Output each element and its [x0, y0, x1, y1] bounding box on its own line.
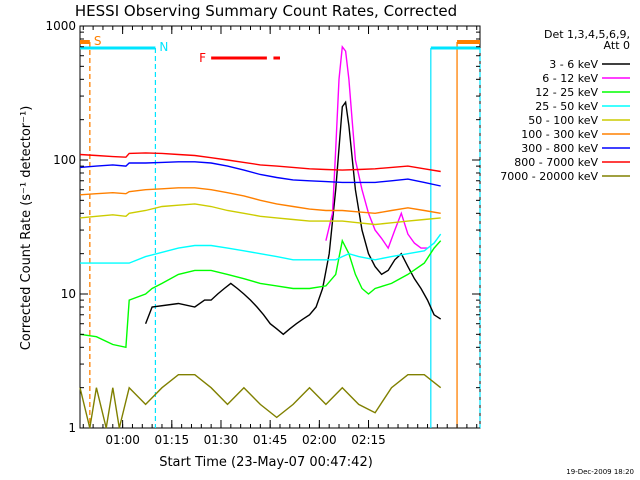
legend-label: 7000 - 20000 keV [500, 170, 598, 183]
annotation-layer: S N F [80, 34, 481, 428]
saa-label: S [94, 34, 102, 48]
series-line-6 [79, 161, 441, 187]
series-line-3 [80, 233, 442, 264]
x-axis-label: Start Time (23-May-07 00:47:42) [159, 455, 373, 470]
legend-header-line: Det 1,3,4,5,6,9, [544, 28, 630, 41]
flare-label: F [199, 51, 206, 65]
y-axis-label: Corrected Count Rate (s⁻¹ detector⁻¹) [19, 106, 34, 351]
x-tick-label: 01:00 [105, 433, 140, 447]
legend-label: 6 - 12 keV [542, 72, 598, 85]
series-line-5 [79, 187, 441, 215]
series-layer [79, 44, 442, 429]
night-label: N [159, 40, 168, 54]
x-tick-label: 02:15 [351, 433, 386, 447]
series-line-8 [79, 374, 442, 429]
chart-title: HESSI Observing Summary Count Rates, Cor… [75, 2, 457, 20]
series-line-2 [79, 238, 442, 349]
series-line-0 [144, 100, 442, 336]
legend-label: 100 - 300 keV [521, 128, 598, 141]
series-line-4 [79, 203, 441, 226]
legend-label: 12 - 25 keV [535, 86, 598, 99]
axes-layer: 1 10 100 1000 01:00 01:15 01:30 01:45 02:00 02:15 [45, 19, 480, 447]
legend-label: 25 - 50 keV [535, 100, 598, 113]
y-tick-label: 1000 [45, 19, 76, 33]
y-tick-label: 10 [61, 287, 76, 301]
plot-frame [79, 25, 481, 429]
x-tick-label: 02:00 [302, 433, 337, 447]
series-line-7 [79, 152, 441, 173]
legend-label: 300 - 800 keV [521, 142, 598, 155]
legend-label: 800 - 7000 keV [514, 156, 598, 169]
x-tick-label: 01:15 [155, 433, 190, 447]
y-tick-label: 100 [53, 153, 76, 167]
legend-header-line: Att 0 [604, 39, 630, 52]
render-timestamp: 19-Dec-2009 18:20 [566, 468, 634, 476]
legend-label: 50 - 100 keV [528, 114, 598, 127]
x-tick-label: 01:30 [204, 433, 239, 447]
x-tick-label: 01:45 [253, 433, 288, 447]
y-tick-label: 1 [68, 421, 76, 435]
series-line-1 [325, 44, 428, 250]
legend-label: 3 - 6 keV [549, 58, 598, 71]
